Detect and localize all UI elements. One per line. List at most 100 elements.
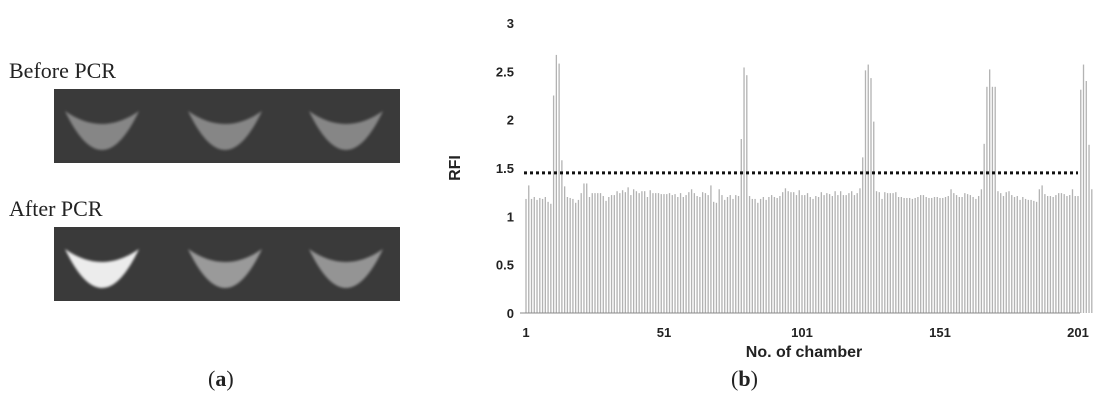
bar: [591, 193, 593, 313]
bar: [688, 192, 690, 313]
bar: [1019, 199, 1021, 313]
bar: [961, 197, 963, 313]
bar: [660, 194, 662, 313]
bar: [908, 197, 911, 313]
bar: [605, 200, 607, 313]
bar: [740, 139, 742, 313]
bar: [892, 193, 894, 313]
after-pcr-chamber-3: [309, 249, 383, 288]
caption-a: (a): [208, 366, 234, 391]
bar: [906, 197, 908, 313]
bar: [563, 186, 566, 313]
before-pcr-chamber-2: [188, 111, 262, 150]
bar: [693, 193, 696, 313]
bar: [677, 197, 679, 313]
bar: [726, 197, 729, 313]
bar: [621, 190, 624, 313]
bar: [759, 198, 762, 313]
bar: [839, 191, 842, 313]
bar: [842, 195, 845, 313]
bar: [735, 195, 737, 313]
x-tick-label: 101: [791, 325, 813, 340]
x-tick-label: 51: [657, 325, 671, 340]
bar: [699, 197, 701, 313]
bar: [922, 195, 925, 313]
bar: [812, 198, 814, 313]
bar: [875, 191, 878, 313]
bar: [809, 197, 811, 313]
bar: [682, 197, 684, 313]
bar: [944, 197, 947, 313]
bar: [779, 196, 781, 313]
bar: [528, 185, 530, 313]
bar: [544, 197, 546, 313]
bar: [674, 194, 676, 313]
bar: [657, 193, 660, 313]
bar: [870, 78, 872, 313]
bar: [1049, 196, 1052, 313]
bar: [795, 195, 798, 313]
bar: [586, 183, 588, 313]
bar: [666, 194, 668, 313]
bar: [638, 193, 640, 313]
bar: [762, 197, 765, 313]
y-tick-label: 2.5: [496, 64, 514, 79]
bar: [969, 195, 972, 313]
bar: [724, 199, 726, 313]
bar: [1058, 193, 1060, 313]
bar: [652, 193, 654, 313]
bar: [936, 197, 938, 313]
rfi-bar-chart: 00.511.522.53 1 51 101 151 201 RFI No. of ch…: [447, 16, 1093, 361]
bar: [644, 191, 646, 313]
bar: [931, 197, 933, 313]
after-pcr-chamber-2: [188, 249, 262, 288]
bar: [710, 185, 712, 313]
bar: [983, 143, 985, 313]
bar: [575, 202, 577, 313]
bar: [942, 197, 944, 313]
bar: [1027, 199, 1029, 313]
bar: [806, 193, 809, 313]
bar: [897, 197, 900, 313]
bar: [801, 195, 803, 313]
bar: [848, 193, 850, 313]
bar: [950, 189, 952, 313]
bar: [900, 197, 903, 313]
bar: [798, 190, 800, 313]
bar: [1063, 194, 1065, 313]
bar: [873, 121, 875, 313]
bar: [555, 54, 558, 314]
bar: [616, 191, 618, 313]
bar: [917, 197, 919, 313]
bar: [635, 191, 638, 313]
bar: [757, 202, 759, 313]
bar: [851, 191, 853, 313]
bar: [696, 196, 698, 313]
bar: [928, 197, 930, 313]
bar: [862, 157, 864, 313]
bar: [958, 197, 960, 313]
bar: [886, 193, 889, 313]
bar: [933, 197, 936, 313]
bar: [1060, 193, 1063, 313]
before-pcr-chamber-3: [309, 111, 383, 150]
bar: [989, 69, 991, 314]
bar: [773, 197, 776, 313]
bar: [729, 195, 731, 313]
bar: [828, 194, 831, 313]
bar: [572, 198, 574, 313]
x-tick-label: 201: [1067, 325, 1089, 340]
bar: [790, 192, 792, 313]
bar: [1052, 197, 1054, 313]
bar: [649, 190, 651, 313]
bar: [541, 198, 544, 313]
bar: [1055, 195, 1057, 313]
bar: [804, 195, 806, 313]
bar: [856, 193, 858, 313]
bar: [558, 63, 560, 313]
bar: [864, 70, 867, 314]
bar: [1077, 196, 1079, 313]
y-tick-label: 0.5: [496, 258, 514, 273]
bar: [550, 203, 552, 313]
bar: [718, 189, 720, 313]
